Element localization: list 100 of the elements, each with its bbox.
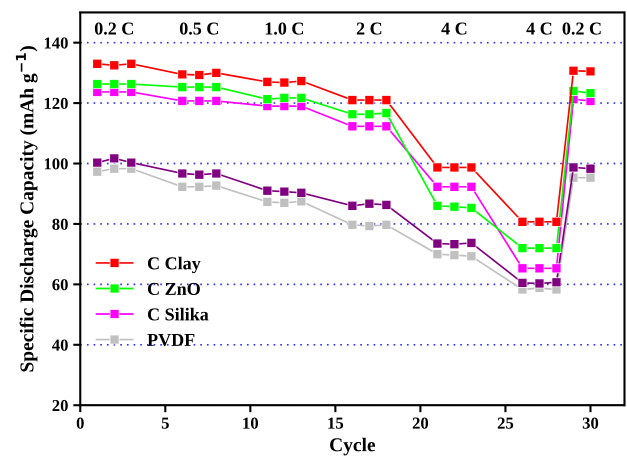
y-tick-label: 60 xyxy=(52,279,68,290)
point xyxy=(552,243,562,253)
point xyxy=(552,263,562,274)
y-tick-label: 20 xyxy=(52,400,68,412)
y-axis-title: Specific Discharge Capacity (mAh g$^{−1}$) xyxy=(16,46,38,372)
legend-label: C Silika xyxy=(148,308,208,321)
point xyxy=(194,170,204,180)
point xyxy=(109,79,120,89)
point xyxy=(279,93,290,103)
point xyxy=(518,263,528,274)
point xyxy=(382,200,392,210)
x-tick-label: 15 xyxy=(328,418,344,429)
point xyxy=(177,182,188,192)
point xyxy=(92,79,102,89)
point xyxy=(177,82,188,92)
x-tick-label: 25 xyxy=(498,418,514,429)
point xyxy=(211,96,222,106)
point xyxy=(534,243,544,253)
point xyxy=(92,158,102,168)
point xyxy=(92,166,102,177)
point xyxy=(194,96,204,106)
y-tick-label: 120 xyxy=(44,98,68,110)
point xyxy=(364,221,374,231)
point xyxy=(364,109,374,120)
point xyxy=(534,278,544,288)
point xyxy=(211,68,222,78)
point xyxy=(109,60,120,70)
point xyxy=(364,95,374,105)
point xyxy=(194,82,204,92)
point xyxy=(518,216,528,227)
point xyxy=(534,216,544,227)
point xyxy=(211,168,222,178)
x-tick-label: 5 xyxy=(162,418,169,429)
annotation: 0.2 C xyxy=(94,22,133,35)
point xyxy=(586,66,596,76)
point xyxy=(552,216,562,227)
legend-label: C ZnO xyxy=(148,282,200,295)
point xyxy=(586,88,596,98)
annotation: 1.0 C xyxy=(266,22,304,35)
point xyxy=(348,220,358,230)
point xyxy=(177,96,188,106)
y-tick-label: 80 xyxy=(52,218,68,230)
point xyxy=(586,164,596,174)
point xyxy=(432,238,442,248)
point xyxy=(211,180,222,190)
point xyxy=(348,95,358,105)
annotation: 0.2 C xyxy=(562,22,601,35)
point xyxy=(450,202,460,212)
annotation: 4 C xyxy=(441,22,466,35)
point xyxy=(296,76,306,86)
legend-label: PVDF xyxy=(147,334,194,346)
point xyxy=(92,58,102,69)
point xyxy=(126,79,136,89)
point xyxy=(382,108,392,118)
point xyxy=(568,66,578,76)
point xyxy=(262,197,272,207)
point xyxy=(568,162,578,172)
x-axis-title: Cycle xyxy=(330,438,376,456)
point xyxy=(518,278,528,288)
point xyxy=(552,277,562,288)
point xyxy=(262,186,272,196)
point xyxy=(586,172,596,183)
point xyxy=(348,200,358,211)
point xyxy=(432,162,442,172)
y-tick-label: 100 xyxy=(44,158,68,170)
point xyxy=(348,109,358,120)
point xyxy=(109,154,120,164)
point xyxy=(466,162,476,172)
point xyxy=(279,78,290,88)
x-tick-label: 30 xyxy=(582,418,598,429)
point xyxy=(534,263,544,274)
point xyxy=(450,162,460,172)
legend-label: C Clay xyxy=(148,256,201,274)
point xyxy=(432,249,442,260)
point xyxy=(279,186,290,196)
point xyxy=(432,200,442,211)
point xyxy=(177,168,188,178)
x-tick-label: 10 xyxy=(243,418,258,429)
point xyxy=(518,243,528,253)
point xyxy=(450,250,460,260)
point xyxy=(194,182,204,192)
point xyxy=(466,251,476,262)
point xyxy=(262,94,272,104)
point xyxy=(126,58,136,69)
point xyxy=(296,93,306,103)
point xyxy=(364,198,374,209)
point xyxy=(348,121,358,132)
point xyxy=(466,203,476,213)
y-tick-label: 140 xyxy=(44,37,68,49)
y-tick-label: 40 xyxy=(52,339,68,351)
annotation: 4 C xyxy=(526,22,552,35)
point xyxy=(450,239,460,250)
point xyxy=(211,82,222,92)
point xyxy=(466,182,476,192)
point xyxy=(177,70,188,80)
point xyxy=(194,70,204,80)
x-tick-label: 20 xyxy=(412,418,428,429)
point xyxy=(364,121,374,132)
point xyxy=(262,77,272,87)
point xyxy=(382,220,392,230)
